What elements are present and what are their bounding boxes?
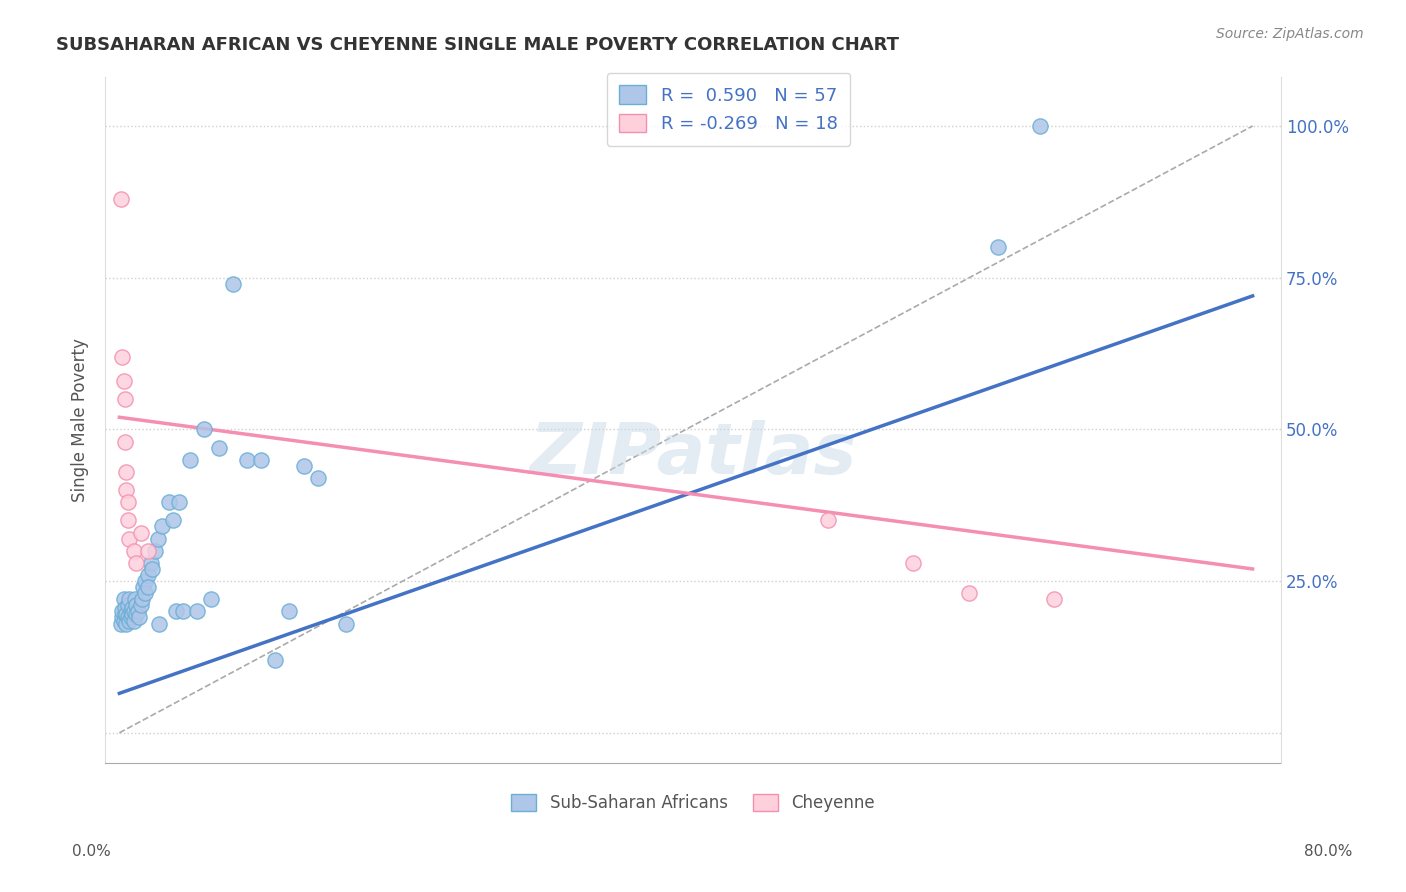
Point (114, 607, 136, 622)
Point (129, 525, 152, 540)
Point (207, 441, 229, 455)
Point (121, 601, 143, 615)
Point (118, 614, 141, 628)
Point (117, 513, 139, 527)
Point (111, 604, 134, 618)
Point (307, 471, 329, 485)
Point (292, 458, 315, 473)
Point (132, 580, 155, 594)
Point (125, 556, 148, 570)
Point (114, 392, 136, 406)
Point (136, 543, 159, 558)
Point (127, 604, 149, 618)
Point (117, 599, 139, 613)
Point (112, 614, 135, 628)
Point (335, 616, 357, 631)
Point (250, 452, 273, 467)
Point (222, 277, 245, 291)
Point (172, 604, 194, 618)
Point (111, 350, 134, 364)
Point (1029, 119, 1052, 133)
Point (264, 653, 287, 667)
Text: Source: ZipAtlas.com: Source: ZipAtlas.com (1216, 27, 1364, 41)
Point (167, 495, 190, 509)
Point (115, 607, 138, 622)
Point (122, 614, 145, 628)
Point (125, 607, 148, 622)
Point (114, 601, 136, 615)
Point (118, 592, 141, 607)
Point (987, 240, 1010, 254)
Point (139, 556, 162, 570)
Point (115, 483, 138, 497)
Point (186, 604, 208, 618)
Point (128, 610, 150, 624)
Point (124, 592, 146, 607)
Point (278, 604, 301, 618)
Point (129, 599, 152, 613)
Point (122, 604, 145, 618)
Point (110, 192, 132, 206)
Point (112, 374, 135, 388)
Point (236, 452, 259, 467)
Text: 0.0%: 0.0% (72, 845, 111, 859)
Point (120, 604, 142, 618)
Point (193, 422, 215, 436)
Point (120, 610, 142, 624)
Point (134, 586, 156, 600)
Point (112, 592, 135, 607)
Text: 80.0%: 80.0% (1305, 845, 1353, 859)
Point (957, 586, 980, 600)
Point (121, 607, 143, 622)
Point (165, 604, 187, 618)
Point (118, 532, 141, 546)
Text: ZIPatlas: ZIPatlas (530, 420, 856, 489)
Point (141, 562, 163, 576)
Point (117, 610, 139, 624)
Point (157, 495, 180, 509)
Point (122, 543, 145, 558)
Point (200, 592, 222, 607)
Point (148, 616, 170, 631)
Point (162, 513, 184, 527)
Point (125, 599, 148, 613)
Point (110, 616, 132, 631)
Point (115, 465, 138, 479)
Point (117, 495, 139, 509)
Point (115, 616, 138, 631)
Point (131, 592, 153, 607)
Point (114, 434, 136, 449)
Point (136, 580, 159, 594)
Legend: Sub-Saharan Africans, Cheyenne: Sub-Saharan Africans, Cheyenne (499, 782, 886, 823)
Point (146, 532, 169, 546)
Point (143, 543, 166, 558)
Point (901, 556, 924, 570)
Point (179, 452, 201, 467)
Point (111, 610, 134, 624)
Point (134, 574, 156, 588)
Point (1043, 592, 1066, 607)
Point (150, 519, 173, 533)
Point (136, 568, 159, 582)
Y-axis label: Single Male Poverty: Single Male Poverty (72, 338, 89, 502)
Text: SUBSAHARAN AFRICAN VS CHEYENNE SINGLE MALE POVERTY CORRELATION CHART: SUBSAHARAN AFRICAN VS CHEYENNE SINGLE MA… (56, 36, 900, 54)
Point (817, 513, 839, 527)
